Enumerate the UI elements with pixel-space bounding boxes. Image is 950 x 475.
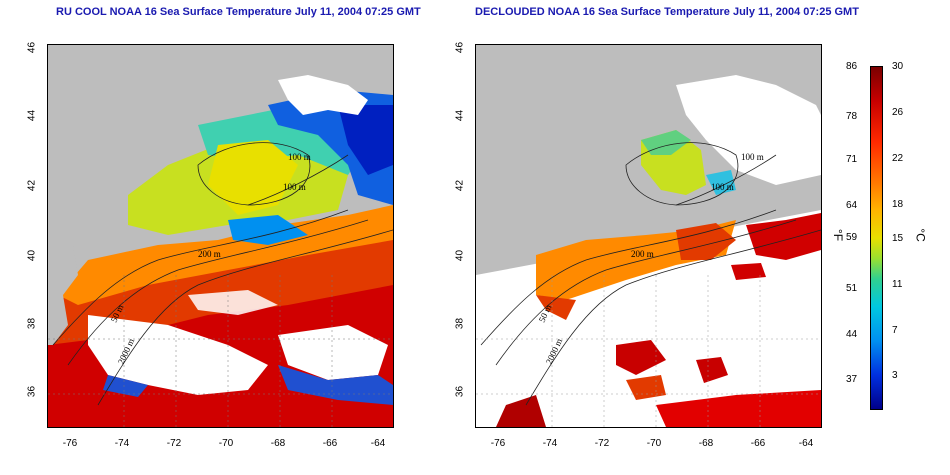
- colorbar-f-78: 78: [846, 111, 858, 122]
- left-sst-map-image: 100 m 100 m 200 m 50 m 2000 m: [48, 45, 393, 427]
- left-lon-tick-70: -70: [218, 438, 234, 449]
- left-lat-tick-46: 46: [26, 41, 38, 54]
- right-lon-tick-72: -72: [594, 438, 610, 449]
- left-lon-tick-72: -72: [166, 438, 182, 449]
- left-lat-tick-38: 38: [26, 317, 38, 330]
- colorbar-c-18: 18: [892, 199, 904, 210]
- left-lat-tick-44: 44: [26, 109, 38, 122]
- left-contour-label-100m-south: 100 m: [283, 182, 306, 192]
- right-lon-tick-66: -66: [750, 438, 766, 449]
- colorbar-fahrenheit-unit: °F: [831, 228, 846, 242]
- right-lat-tick-36: 36: [454, 385, 466, 398]
- right-contour-label-100m-south: 100 m: [711, 182, 734, 192]
- right-lat-tick-40: 40: [454, 249, 466, 262]
- right-lon-tick-74: -74: [542, 438, 558, 449]
- colorbar-f-71: 71: [846, 154, 858, 165]
- colorbar-c-15: 15: [892, 233, 904, 244]
- colorbar-c-22: 22: [892, 153, 904, 164]
- left-contour-label-100m-north: 100 m: [288, 152, 311, 162]
- left-lat-tick-42: 42: [26, 179, 38, 192]
- colorbar-f-86: 86: [846, 61, 858, 72]
- left-lat-tick-36: 36: [26, 385, 38, 398]
- colorbar-c-3: 3: [892, 370, 898, 381]
- left-lon-tick-74: -74: [114, 438, 130, 449]
- left-lat-tick-40: 40: [26, 249, 38, 262]
- colorbar-c-11: 11: [892, 279, 903, 290]
- colorbar-f-44: 44: [846, 329, 858, 340]
- right-contour-label-200m: 200 m: [631, 249, 654, 259]
- left-contour-label-200m: 200 m: [198, 249, 221, 259]
- left-sst-map[interactable]: 100 m 100 m 200 m 50 m 2000 m: [47, 44, 394, 428]
- left-lon-tick-64: -64: [370, 438, 386, 449]
- left-lon-tick-76: -76: [62, 438, 78, 449]
- right-lat-tick-42: 42: [454, 179, 466, 192]
- colorbar-celsius-unit: °C: [913, 228, 928, 242]
- right-lon-tick-64: -64: [798, 438, 814, 449]
- right-lon-tick-70: -70: [646, 438, 662, 449]
- colorbar-c-30: 30: [892, 61, 904, 72]
- right-sst-map[interactable]: 100 m 100 m 200 m 50 m 2000 m: [475, 44, 822, 428]
- colorbar-f-51: 51: [846, 283, 858, 294]
- colorbar-c-7: 7: [892, 325, 898, 336]
- right-lon-tick-68: -68: [698, 438, 714, 449]
- colorbar-f-59: 59: [846, 232, 858, 243]
- left-map-title: RU COOL NOAA 16 Sea Surface Temperature …: [56, 6, 421, 18]
- right-lat-tick-46: 46: [454, 41, 466, 54]
- temperature-colorbar: [870, 66, 883, 410]
- right-lat-tick-44: 44: [454, 109, 466, 122]
- right-map-title: DECLOUDED NOAA 16 Sea Surface Temperatur…: [475, 6, 859, 18]
- right-lat-tick-38: 38: [454, 317, 466, 330]
- right-lon-tick-76: -76: [490, 438, 506, 449]
- colorbar-f-37: 37: [846, 374, 858, 385]
- right-sst-map-image: 100 m 100 m 200 m 50 m 2000 m: [476, 45, 821, 427]
- right-contour-label-100m-north: 100 m: [741, 152, 764, 162]
- left-lon-tick-68: -68: [270, 438, 286, 449]
- colorbar-c-26: 26: [892, 107, 904, 118]
- colorbar-f-64: 64: [846, 200, 858, 211]
- left-lon-tick-66: -66: [322, 438, 338, 449]
